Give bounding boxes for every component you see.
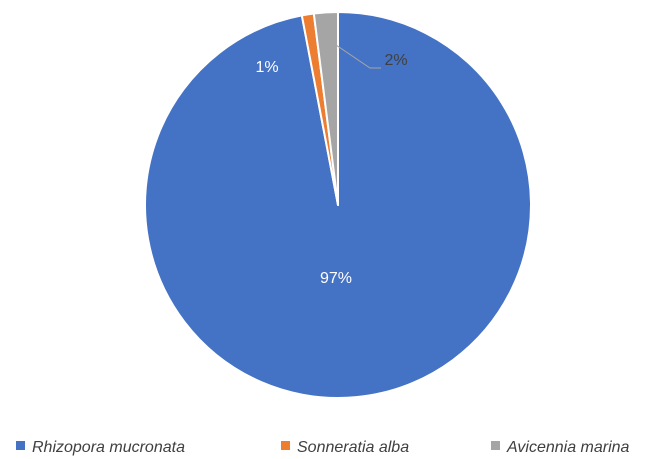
legend-label-sonneratia-alba: Sonneratia alba [297, 439, 409, 456]
legend: Rhizopora mucronata Sonneratia alba Avic… [16, 439, 630, 456]
pie-slice-avicennia-marina [312, 11, 339, 206]
legend-label-rhizopora-mucronata: Rhizopora mucronata [32, 439, 185, 456]
legend-swatch-sonneratia-alba [281, 441, 290, 450]
data-label-sonneratia-alba: 1% [255, 59, 278, 76]
legend-swatch-avicennia-marina [491, 441, 500, 450]
legend-swatch-rhizopora-mucronata [16, 441, 25, 450]
data-labels: 97% 1% 2% [255, 52, 407, 287]
data-label-rhizopora-mucronata: 97% [320, 270, 352, 287]
leader-lines [327, 38, 381, 69]
legend-label-avicennia-marina: Avicennia marina [506, 439, 630, 456]
data-label-avicennia-marina: 2% [384, 52, 407, 69]
pie-slices [144, 11, 532, 399]
leader-line-avicennia-marina [327, 38, 381, 69]
